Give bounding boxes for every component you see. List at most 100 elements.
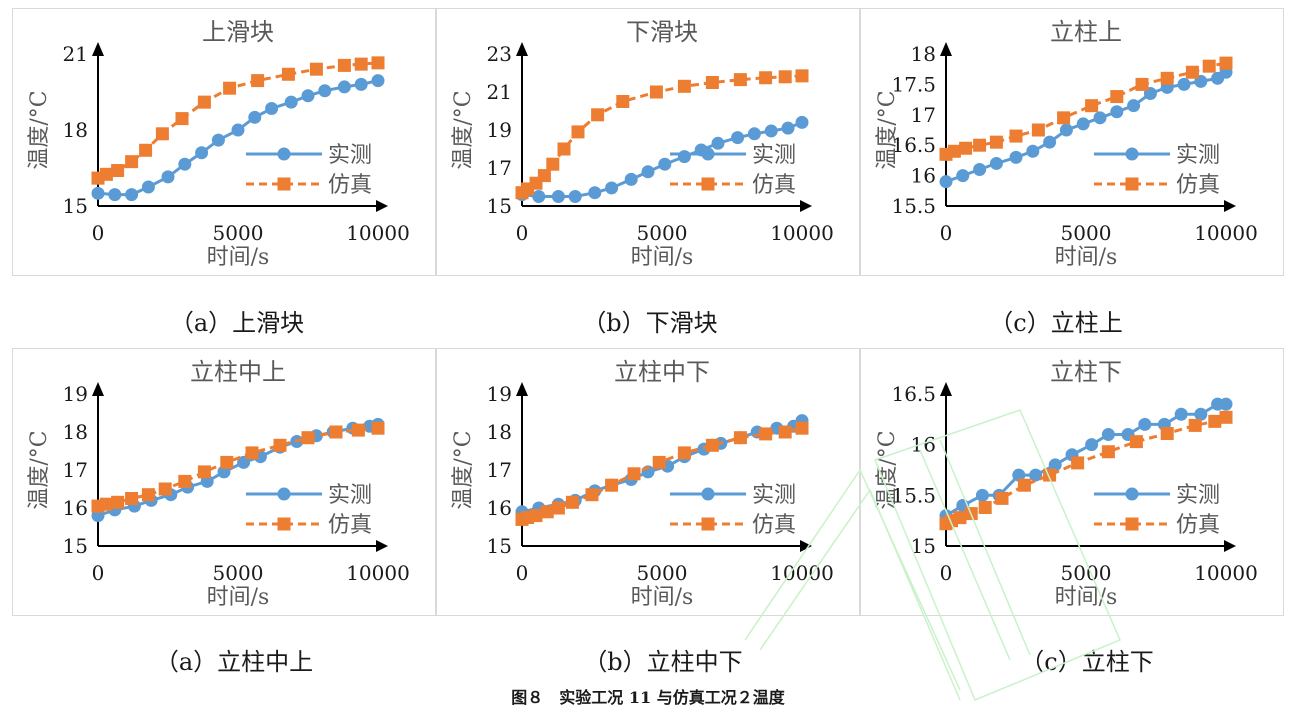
legend-label: 实测 [1176, 143, 1220, 168]
data-point-measured [731, 131, 745, 145]
x-axis-label: 时间/s [1055, 585, 1118, 610]
legend-marker-measured [701, 487, 715, 501]
y-tick-label: 18 [487, 420, 512, 444]
chart-frame [12, 348, 436, 616]
data-point-simulated [947, 144, 961, 158]
data-point-simulated [1110, 90, 1124, 104]
data-point-simulated [627, 467, 641, 481]
data-point-measured [1085, 438, 1099, 452]
x-tick-label: 5000 [1061, 561, 1112, 585]
data-point-measured [1026, 144, 1040, 158]
data-point-simulated [371, 421, 385, 435]
data-point-measured [975, 488, 989, 502]
data-point-simulated [351, 423, 365, 437]
data-point-simulated [1009, 129, 1023, 143]
data-point-simulated [1208, 414, 1222, 428]
y-tick-label: 17 [487, 156, 512, 180]
data-point-measured [371, 74, 385, 88]
chart-frame [436, 8, 860, 276]
x-tick-label: 5000 [213, 561, 264, 585]
data-point-simulated [223, 81, 237, 95]
data-point-simulated [245, 446, 259, 460]
data-point-simulated [1043, 468, 1057, 482]
y-axis-arrow [940, 382, 952, 396]
y-tick-label: 19 [487, 382, 512, 406]
x-tick-label: 5000 [213, 221, 264, 245]
legend-label: 实测 [328, 483, 372, 508]
y-axis-label: 温度/°C [875, 430, 900, 509]
data-point-measured [764, 124, 778, 138]
x-axis-arrow [1224, 540, 1236, 552]
data-point-simulated [197, 95, 211, 109]
data-point-measured [677, 150, 691, 164]
data-point-simulated [155, 127, 169, 141]
data-point-measured [108, 188, 122, 202]
data-point-measured [1127, 99, 1141, 113]
legend-label: 实测 [1176, 483, 1220, 508]
data-point-simulated [546, 157, 560, 171]
data-point-measured [265, 101, 279, 115]
data-point-simulated [329, 425, 343, 439]
data-point-measured [1043, 135, 1057, 149]
y-axis-arrow [516, 42, 528, 56]
data-point-measured [658, 157, 672, 171]
y-tick-label: 16 [911, 164, 936, 188]
legend-marker-measured [1125, 147, 1139, 161]
data-point-simulated [733, 431, 747, 445]
y-tick-label: 15 [487, 534, 512, 558]
data-point-measured [956, 169, 970, 183]
y-tick-label: 17 [63, 458, 88, 482]
x-tick-label: 10000 [1194, 221, 1258, 245]
data-point-simulated [953, 511, 967, 525]
data-point-simulated [125, 492, 139, 505]
x-tick-label: 5000 [1061, 221, 1112, 245]
y-tick-label: 21 [63, 42, 88, 66]
data-point-simulated [978, 500, 992, 514]
data-point-measured [641, 165, 655, 179]
legend-marker-measured [277, 487, 291, 501]
data-point-measured [354, 77, 368, 91]
y-tick-label: 18 [911, 42, 936, 66]
data-point-simulated [158, 482, 172, 496]
x-axis-arrow [1224, 200, 1236, 212]
data-point-measured [1177, 77, 1191, 91]
data-point-simulated [1219, 56, 1233, 70]
data-point-simulated [591, 108, 605, 122]
data-point-simulated [677, 79, 691, 93]
data-point-simulated [1202, 59, 1216, 73]
x-axis-label: 时间/s [1055, 245, 1118, 270]
y-axis-arrow [516, 382, 528, 396]
data-point-measured [337, 80, 351, 94]
chart-title: 立柱中下 [614, 358, 710, 386]
data-point-simulated [537, 169, 551, 183]
data-point-measured [747, 127, 761, 141]
x-tick-label: 0 [516, 561, 529, 585]
data-point-measured [1059, 123, 1073, 137]
data-point-simulated [973, 138, 987, 152]
series-line-simulated [521, 74, 803, 194]
y-tick-label: 19 [63, 382, 88, 406]
legend-label: 仿真 [752, 173, 796, 198]
data-point-simulated [733, 73, 747, 87]
legend-marker-simulated [701, 177, 715, 191]
series-line-simulated [97, 426, 379, 508]
x-tick-label: 0 [516, 221, 529, 245]
data-point-simulated [220, 455, 234, 469]
data-point-measured [1138, 417, 1152, 431]
y-tick-label: 16 [63, 496, 88, 520]
data-point-measured [605, 181, 619, 195]
data-point-measured [973, 163, 987, 177]
data-point-simulated [1185, 65, 1199, 79]
chart-frame [860, 8, 1284, 276]
data-point-simulated [251, 74, 265, 88]
data-point-measured [1219, 397, 1233, 411]
x-axis-label: 时间/s [631, 245, 694, 270]
y-tick-label: 23 [487, 42, 512, 66]
data-point-simulated [540, 505, 554, 519]
chart-title: 上滑块 [202, 18, 274, 46]
chart-panel-3: 立柱上 15.5 16 16.5 17 17.5 18 0 5000 10000 时间/s 温度/°C… [860, 8, 1284, 276]
y-tick-label: 15 [487, 194, 512, 218]
